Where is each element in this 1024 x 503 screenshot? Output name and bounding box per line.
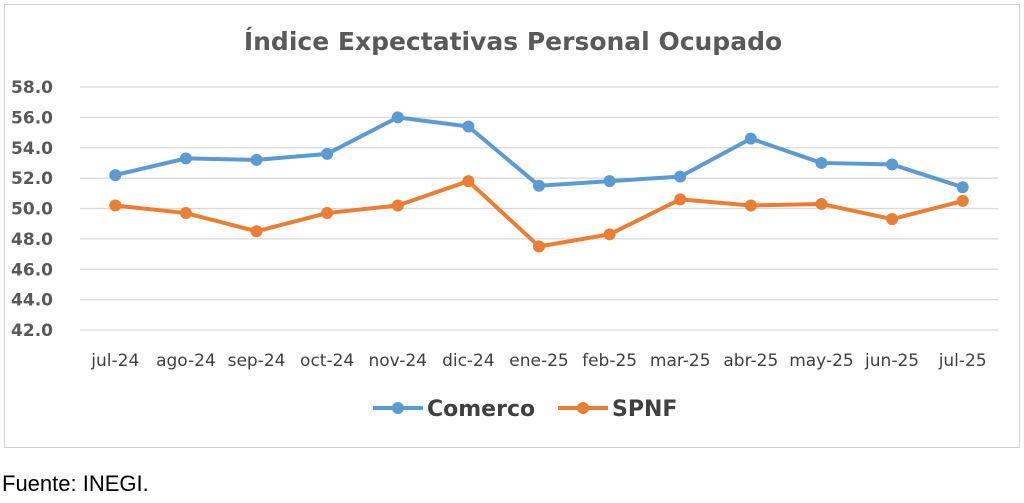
data-point (179, 207, 192, 220)
data-point (956, 194, 969, 207)
data-point (250, 225, 263, 238)
legend-entry: SPNF (558, 397, 677, 422)
legend-marker (577, 402, 589, 414)
data-point (815, 197, 828, 210)
legend: Comerco SPNF (373, 397, 677, 422)
legend-label: Comerco (427, 397, 535, 422)
x-tick-label: may-25 (789, 351, 854, 371)
data-point (109, 169, 122, 182)
chart-frame: Índice Expectativas Personal Ocupado 42.… (4, 4, 1020, 448)
data-point (815, 156, 828, 169)
gridlines (80, 86, 998, 331)
data-point (603, 175, 616, 188)
data-point (886, 158, 899, 171)
data-point (603, 228, 616, 241)
data-point (462, 120, 475, 133)
y-tick-label: 48.0 (11, 230, 53, 250)
x-tick-label: jul-25 (938, 351, 987, 371)
data-point (391, 199, 404, 212)
line-chart: 42.0 44.0 46.0 48.0 50.0 52.0 54.0 56.0 58.0 jul… (11, 78, 998, 422)
y-tick-label: 54.0 (11, 139, 53, 159)
x-tick-label: jun-25 (864, 351, 919, 371)
x-tick-label: oct-24 (300, 351, 354, 371)
y-tick-label: 56.0 (11, 108, 53, 128)
legend-entry: Comerco (373, 397, 535, 422)
data-point (321, 207, 334, 220)
y-tick-label: 50.0 (11, 200, 53, 220)
data-point (533, 179, 545, 192)
y-tick-label: 58.0 (11, 78, 53, 98)
x-tick-label: sep-24 (228, 351, 286, 371)
chart-title: Índice Expectativas Personal Ocupado (243, 27, 783, 56)
data-point (109, 199, 122, 212)
data-point (744, 132, 757, 145)
series-line (113, 115, 965, 190)
data-point (391, 111, 404, 124)
data-point (886, 213, 899, 226)
x-tick-label: nov-24 (368, 351, 427, 371)
data-point (533, 240, 545, 253)
y-tick-label: 52.0 (11, 169, 53, 189)
source-note: Fuente: INEGI. (2, 471, 149, 496)
y-tick-label: 42.0 (11, 321, 53, 341)
data-point (674, 193, 687, 206)
legend-marker (392, 402, 404, 414)
x-tick-label: abr-25 (723, 351, 778, 371)
series-spnf (109, 175, 969, 253)
data-point (956, 181, 969, 194)
data-point (462, 175, 475, 188)
y-tick-label: 44.0 (11, 291, 53, 311)
data-point (250, 153, 263, 166)
legend-label: SPNF (612, 397, 677, 422)
data-point (744, 199, 757, 212)
x-tick-label: feb-25 (582, 351, 637, 371)
x-tick-label: ene-25 (509, 351, 568, 371)
series-lines (109, 111, 969, 253)
x-tick-label: jul-24 (90, 351, 139, 371)
data-point (321, 147, 334, 160)
x-tick-label: ago-24 (156, 351, 216, 371)
x-axis-ticks: jul-24 ago-24 sep-24 oct-24 nov-24 dic-24 ene-… (90, 351, 986, 371)
x-tick-label: dic-24 (442, 351, 495, 371)
data-point (674, 170, 687, 183)
y-axis-ticks: 42.0 44.0 46.0 48.0 50.0 52.0 54.0 56.0 58.0 (11, 78, 53, 341)
data-point (179, 152, 192, 165)
series-comerco (109, 111, 969, 194)
x-tick-label: mar-25 (650, 351, 711, 371)
y-tick-label: 46.0 (11, 260, 53, 280)
